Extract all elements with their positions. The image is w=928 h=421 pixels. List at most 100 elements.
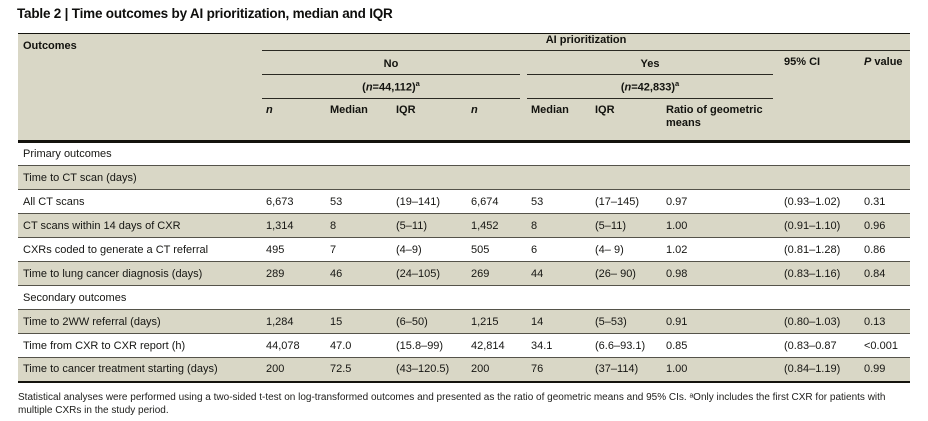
column-group-ai-prioritization: AI prioritization xyxy=(262,33,911,51)
section-label: Primary outcomes xyxy=(23,148,112,160)
column-header-pvalue: P value xyxy=(860,50,911,143)
cell-iqr-no: (4–9) xyxy=(392,237,467,262)
table-body: Primary outcomes Time to CT scan (days) … xyxy=(18,141,911,383)
table-row: Time from CXR to CXR report (h) 44,078 4… xyxy=(18,333,911,358)
footnote-mark-a: a xyxy=(415,78,420,88)
cell-iqr-yes: (4– 9) xyxy=(591,237,662,262)
cell-ci: (0.80–1.03) xyxy=(780,309,860,334)
cell-iqr-no: (15.8–99) xyxy=(392,333,467,358)
footnote-mark-a: a xyxy=(674,78,680,88)
cell-iqr-yes: (6.6–93.1) xyxy=(591,333,662,358)
group-no-n: (n=44,112)a xyxy=(262,74,527,99)
cell-n-yes: 1,215 xyxy=(467,309,527,334)
ai-prioritization-label: AI prioritization xyxy=(545,34,627,47)
table-row: CT scans within 14 days of CXR 1,314 8 (… xyxy=(18,213,911,238)
cell-ratio: 0.91 xyxy=(662,309,780,334)
cell-ratio: 0.97 xyxy=(662,189,780,214)
table-header: Outcomes AI prioritization No Yes 95% CI… xyxy=(18,33,911,143)
cell-n-yes: 1,452 xyxy=(467,213,527,238)
cell-pvalue: 0.31 xyxy=(860,189,911,214)
cell-ratio: 1.00 xyxy=(662,213,780,238)
cell-outcome: CXRs coded to generate a CT referral xyxy=(18,237,262,262)
cell-median-yes: 53 xyxy=(527,189,591,214)
column-header-outcomes: Outcomes xyxy=(18,33,262,143)
column-header-median-no: Median xyxy=(326,98,392,143)
cell-n-no: 289 xyxy=(262,261,326,286)
column-header-ci: 95% CI xyxy=(780,50,860,143)
header-row-2: No Yes 95% CI P value xyxy=(18,50,911,143)
table-row: CXRs coded to generate a CT referral 495… xyxy=(18,237,911,262)
cell-ci: (0.81–1.28) xyxy=(780,237,860,262)
cell-iqr-no: (24–105) xyxy=(392,261,467,286)
cell-outcome: CT scans within 14 days of CXR xyxy=(18,213,262,238)
n-symbol: n xyxy=(624,81,632,94)
cell-outcome: Time to 2WW referral (days) xyxy=(18,309,262,334)
cell-pvalue: 0.96 xyxy=(860,213,911,238)
column-header-iqr-yes: IQR xyxy=(591,98,662,143)
group-yes-n: (n=42,833)a xyxy=(527,74,780,99)
table-row: Time to cancer treatment starting (days)… xyxy=(18,357,911,383)
section-label: Secondary outcomes xyxy=(18,285,911,310)
header-row-1: Outcomes AI prioritization xyxy=(18,33,911,143)
cell-pvalue: 0.99 xyxy=(860,357,911,383)
table-title: Table 2 | Time outcomes by AI prioritiza… xyxy=(17,6,393,21)
column-header-median-yes: Median xyxy=(527,98,591,143)
cell-iqr-no: (6–50) xyxy=(392,309,467,334)
cell-ci: (0.83–1.16) xyxy=(780,261,860,286)
cell-n-no: 200 xyxy=(262,357,326,383)
header-row-4: n Median IQR n Median IQR Ratio of geome… xyxy=(18,98,910,143)
column-group-yes: Yes xyxy=(527,50,780,75)
n-symbol: n xyxy=(365,81,373,94)
table-footnote: Statistical analyses were performed usin… xyxy=(18,392,886,416)
cell-iqr-no: (5–11) xyxy=(392,213,467,238)
cell-pvalue: 0.13 xyxy=(860,309,911,334)
cell-median-no: 8 xyxy=(326,213,392,238)
cell-n-no: 1,284 xyxy=(262,309,326,334)
cell-ratio: 1.02 xyxy=(662,237,780,262)
cell-outcome: Time to lung cancer diagnosis (days) xyxy=(18,261,262,286)
cell-ci: (0.84–1.19) xyxy=(780,357,860,383)
cell-ci: (0.91–1.10) xyxy=(780,213,860,238)
cell-median-yes: 8 xyxy=(527,213,591,238)
cell-median-yes: 44 xyxy=(527,261,591,286)
cell-ci: (0.83–0.87 xyxy=(780,333,860,358)
cell-pvalue: 0.84 xyxy=(860,261,911,286)
cell-iqr-no: (43–120.5) xyxy=(392,357,467,383)
group-no-label: No xyxy=(262,55,520,75)
cell-ratio: 0.85 xyxy=(662,333,780,358)
cell-n-no: 495 xyxy=(262,237,326,262)
cell-n-yes: 269 xyxy=(467,261,527,286)
cell-outcome: All CT scans xyxy=(18,189,262,214)
outcomes-table: Outcomes AI prioritization No Yes 95% CI… xyxy=(18,33,911,383)
cell-pvalue: 0.86 xyxy=(860,237,911,262)
cell-median-no: 46 xyxy=(326,261,392,286)
cell-median-yes: 14 xyxy=(527,309,591,334)
paren-open: ( xyxy=(620,81,625,94)
cell-iqr-yes: (37–114) xyxy=(591,357,662,383)
cell-median-no: 72.5 xyxy=(326,357,392,383)
cell-outcome: Time to cancer treatment starting (days) xyxy=(18,357,262,383)
subsection-row-time-to-ct: Time to CT scan (days) xyxy=(18,165,911,190)
cell-iqr-yes: (5–53) xyxy=(591,309,662,334)
header-row-3: (n=44,112)a (n=42,833)a xyxy=(18,74,910,99)
n-value: =44,112) xyxy=(372,81,416,94)
cell-n-no: 6,673 xyxy=(262,189,326,214)
table-row: All CT scans 6,673 53 (19–141) 6,674 53 … xyxy=(18,189,911,214)
cell-n-yes: 200 xyxy=(467,357,527,383)
column-group-no: No xyxy=(262,50,527,75)
cell-iqr-yes: (5–11) xyxy=(591,213,662,238)
cell-n-yes: 505 xyxy=(467,237,527,262)
cell-iqr-yes: (17–145) xyxy=(591,189,662,214)
pvalue-p: P xyxy=(864,56,872,68)
cell-median-no: 15 xyxy=(326,309,392,334)
cell-ratio: 0.98 xyxy=(662,261,780,286)
paren-open: ( xyxy=(362,81,366,94)
cell-n-yes: 6,674 xyxy=(467,189,527,214)
group-yes-label: Yes xyxy=(527,55,773,75)
cell-median-no: 53 xyxy=(326,189,392,214)
cell-iqr-yes: (26– 90) xyxy=(591,261,662,286)
cell-n-no: 44,078 xyxy=(262,333,326,358)
section-row-primary: Primary outcomes xyxy=(18,141,911,166)
cell-median-no: 7 xyxy=(326,237,392,262)
